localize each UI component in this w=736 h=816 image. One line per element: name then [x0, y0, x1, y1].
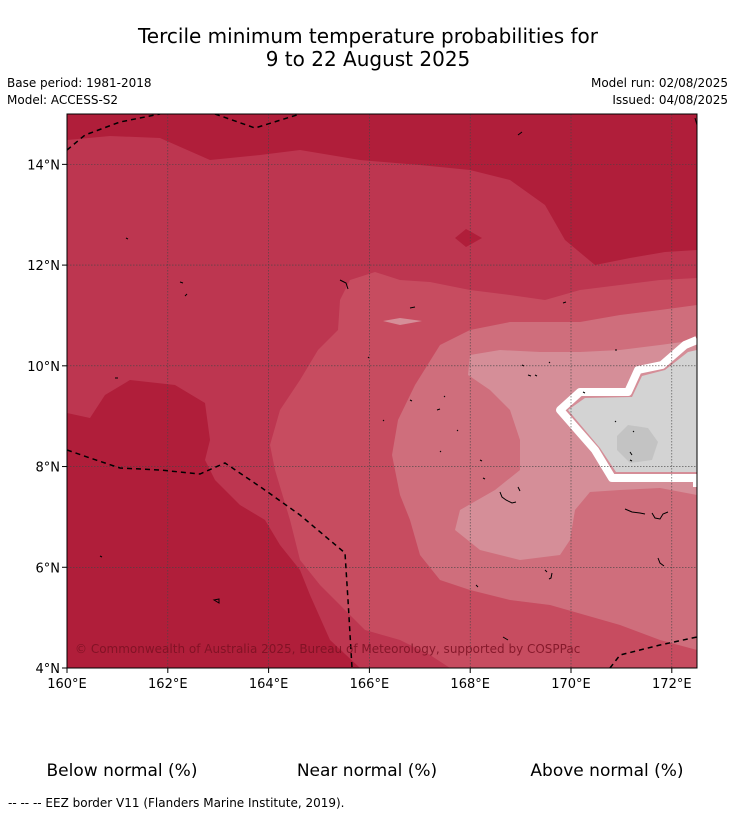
eez-borders — [67, 114, 697, 668]
probability-map: © Commonwealth of Australia 2025, Bureau… — [27, 113, 698, 692]
contour-above-50-patch — [383, 318, 422, 325]
lat-tick-label: 10°N — [27, 360, 60, 375]
lat-tick-label: 8°N — [36, 461, 61, 476]
contour-near-60 — [617, 425, 658, 463]
lat-tick-label: 6°N — [36, 561, 61, 576]
model-name: Model: ACCESS-S2 — [7, 93, 119, 107]
graticule — [67, 114, 697, 668]
lon-tick-label: 164°E — [249, 677, 289, 692]
title-line-1: Tercile minimum temperature probabilitie… — [137, 24, 599, 48]
issued-date: Issued: 04/08/2025 — [612, 93, 728, 107]
contour-above-90-patch — [455, 229, 482, 247]
map-frame — [66, 113, 698, 669]
lon-tick-label: 160°E — [47, 677, 87, 692]
lat-tick-label: 4°N — [36, 662, 61, 677]
lat-tick-label: 12°N — [27, 259, 60, 274]
lat-tick-label: 14°N — [27, 158, 60, 173]
model-run-date: Model run: 02/08/2025 — [590, 76, 728, 90]
near-normal-boundary — [556, 336, 697, 487]
legend-title-above: Above normal (%) — [530, 761, 684, 781]
lon-tick-label: 166°E — [350, 677, 390, 692]
latitude-labels: 4°N 6°N 8°N 10°N 12°N 14°N — [27, 158, 67, 677]
longitude-labels: 160°E 162°E 164°E 166°E 168°E 170°E 172°E — [47, 668, 692, 692]
lon-tick-label: 170°E — [551, 677, 591, 692]
lon-tick-label: 168°E — [450, 677, 490, 692]
copyright-notice: © Commonwealth of Australia 2025, Bureau… — [75, 642, 580, 656]
map-area: © Commonwealth of Australia 2025, Bureau… — [67, 114, 697, 668]
contour-near-50 — [568, 350, 697, 472]
lon-tick-label: 162°E — [148, 677, 188, 692]
base-period: Base period: 1981-2018 — [7, 76, 152, 90]
islands — [99, 117, 697, 641]
lon-tick-label: 172°E — [652, 677, 692, 692]
eez-footnote: -- -- -- EEZ border V11 (Flanders Marine… — [8, 796, 345, 810]
title-line-2: 9 to 22 August 2025 — [265, 47, 471, 71]
legend-title-below: Below normal (%) — [46, 761, 198, 781]
legend-title-near: Near normal (%) — [296, 761, 438, 781]
